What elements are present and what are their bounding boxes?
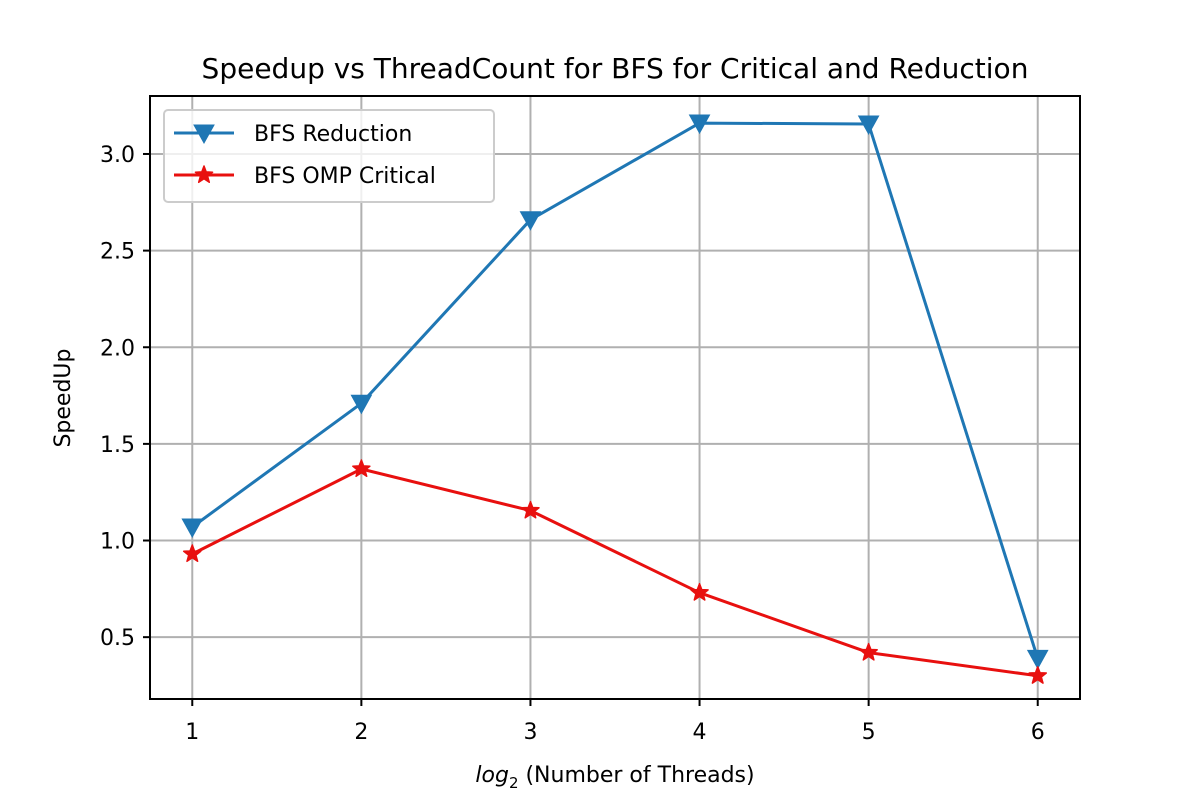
data-point-bfs-omp-critical bbox=[182, 544, 202, 563]
x-tick-label: 1 bbox=[185, 720, 199, 745]
legend-label-bfs-reduction: BFS Reduction bbox=[254, 122, 412, 147]
data-point-bfs-reduction bbox=[688, 114, 711, 135]
legend: BFS Reduction BFS OMP Critical bbox=[163, 109, 495, 203]
data-point-bfs-omp-critical bbox=[690, 582, 709, 601]
data-point-bfs-omp-critical bbox=[521, 500, 540, 519]
x-axis-label-subscript: 2 bbox=[509, 774, 519, 792]
chart-title: Speedup vs ThreadCount for BFS for Criti… bbox=[202, 52, 1029, 85]
data-point-bfs-reduction bbox=[1026, 649, 1049, 670]
data-point-bfs-reduction bbox=[350, 394, 373, 415]
data-point-bfs-reduction bbox=[857, 115, 880, 136]
plot-frame bbox=[149, 95, 1081, 700]
x-tick-label: 2 bbox=[354, 720, 368, 745]
data-point-bfs-omp-critical bbox=[1028, 666, 1048, 684]
series-layer bbox=[181, 114, 1049, 684]
x-axis-label-log: log bbox=[475, 763, 509, 788]
series-line-bfs-omp-critical bbox=[191, 467, 1038, 678]
y-tick-label: 1.5 bbox=[100, 433, 135, 458]
legend-box bbox=[163, 109, 495, 203]
y-tick-label: 2.5 bbox=[100, 240, 135, 265]
data-point-bfs-omp-critical bbox=[859, 642, 878, 661]
legend-marker-bfs-reduction bbox=[193, 124, 215, 145]
y-tick-label: 2.0 bbox=[100, 336, 135, 361]
legend-label-bfs-omp-critical: BFS OMP Critical bbox=[254, 164, 436, 189]
series-bfs-omp-critical bbox=[182, 459, 1048, 684]
series-line-bfs-reduction bbox=[191, 121, 1040, 659]
x-axis-label-rest: (Number of Threads) bbox=[518, 763, 754, 788]
y-axis-label: SpeedUp bbox=[51, 348, 76, 447]
x-tick-label: 4 bbox=[693, 720, 707, 745]
data-point-bfs-omp-critical bbox=[352, 459, 371, 478]
legend-marker-bfs-omp-critical bbox=[194, 165, 214, 184]
data-point-bfs-reduction bbox=[181, 518, 204, 539]
y-tick-label: 3.0 bbox=[100, 143, 135, 168]
legend-marker-shape-bfs-omp-critical bbox=[194, 165, 214, 184]
legend-marker-shape-bfs-reduction bbox=[193, 124, 215, 145]
x-tick-label: 5 bbox=[862, 720, 876, 745]
y-tick-label: 0.5 bbox=[100, 626, 135, 651]
x-tick-label: 6 bbox=[1031, 720, 1045, 745]
data-point-bfs-reduction bbox=[519, 211, 542, 231]
x-axis-label: log2 (Number of Threads) bbox=[475, 763, 754, 792]
axis-ticks: 1 2 3 4 5 6 0.5 1.0 1.5 2.0 2.5 3.0 bbox=[100, 143, 1045, 745]
series-bfs-reduction bbox=[181, 114, 1049, 670]
x-tick-label: 3 bbox=[523, 720, 537, 745]
y-tick-label: 1.0 bbox=[100, 530, 135, 555]
